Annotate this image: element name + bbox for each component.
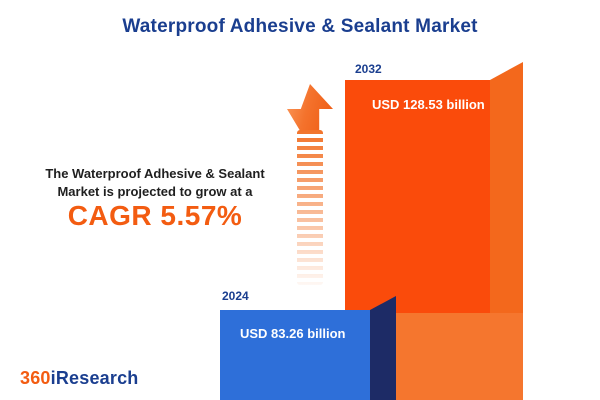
arrow-up-icon — [287, 84, 333, 132]
logo: 360iResearch — [20, 368, 139, 389]
bar-2024 — [220, 310, 370, 400]
logo-prefix: 360 — [20, 368, 51, 388]
description-line-2: Market is projected to grow at a — [57, 184, 253, 199]
logo-suffix: iResearch — [50, 368, 139, 388]
bar-2024-side-face — [370, 296, 396, 400]
year-label-2024: 2024 — [222, 289, 249, 303]
cagr-value: CAGR 5.57% — [67, 200, 243, 231]
value-label-2024: USD 83.26 billion — [240, 326, 346, 341]
description-block: The Waterproof Adhesive & Sealant Market… — [10, 165, 300, 231]
year-label-2032: 2032 — [355, 62, 382, 76]
arrow-up-dashed-tail — [297, 130, 323, 285]
description-line-1: The Waterproof Adhesive & Sealant — [45, 166, 265, 181]
value-label-2032: USD 128.53 billion — [372, 97, 485, 112]
chart-title: Waterproof Adhesive & Sealant Market — [122, 16, 478, 37]
